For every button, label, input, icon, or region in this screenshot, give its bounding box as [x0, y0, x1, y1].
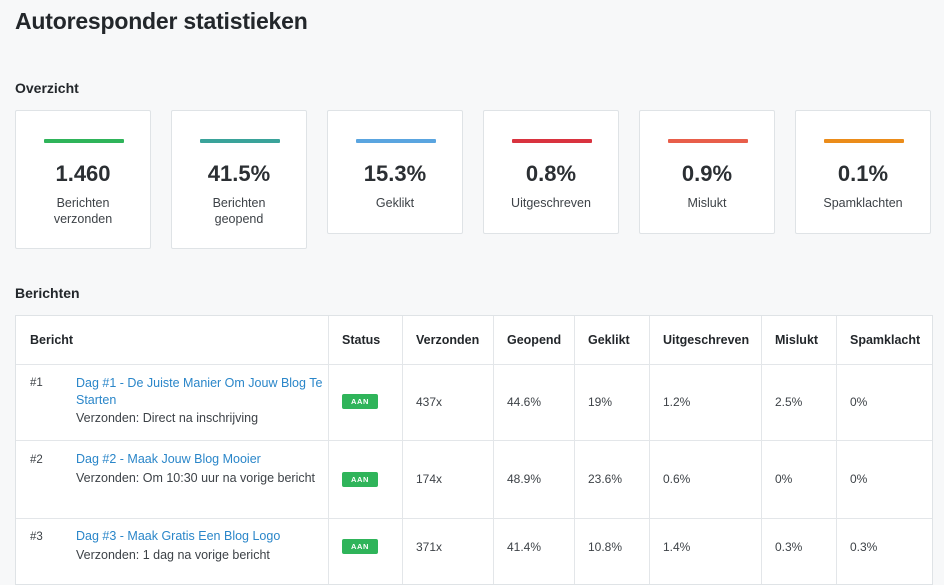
message-sent-when: Verzonden: Om 10:30 uur na vorige berich… [76, 471, 316, 485]
stat-label: Berichten verzonden [53, 196, 113, 226]
stat-value: 0.9% [681, 161, 733, 186]
stat-value: 0.8% [525, 161, 577, 186]
stat-color-bar [44, 139, 124, 143]
stat-value: 41.5% [207, 161, 271, 186]
column-divider [328, 316, 329, 584]
column-header-mislukt[interactable]: Mislukt [775, 333, 819, 347]
cell-verzonden: 174x [416, 472, 443, 486]
cell-spamklacht: 0% [850, 472, 868, 486]
stat-card-unsubscribed: 0.8% Uitgeschreven [483, 110, 619, 234]
page-title: Autoresponder statistieken [15, 8, 308, 34]
cell-geklikt: 19% [588, 395, 613, 409]
message-sent-when: Verzonden: Direct na inschrijving [76, 411, 259, 425]
cell-mislukt: 2.5% [775, 395, 803, 409]
stat-value: 1.460 [55, 161, 111, 186]
stat-label: Spamklachten [823, 196, 903, 210]
stat-color-bar [356, 139, 436, 143]
messages-section-title: Berichten [15, 285, 80, 301]
row-divider [16, 440, 932, 441]
column-header-geklikt[interactable]: Geklikt [588, 333, 630, 347]
column-header-status[interactable]: Status [342, 333, 381, 347]
column-divider [649, 316, 650, 584]
column-divider [836, 316, 837, 584]
row-number: #2 [30, 454, 43, 466]
message-title-link[interactable]: Dag #2 - Maak Jouw Blog Mooier [76, 452, 261, 466]
column-divider [402, 316, 403, 584]
messages-table: Bericht Status Verzonden Geopend Geklikt… [15, 315, 933, 585]
stat-color-bar [200, 139, 280, 143]
stat-card-failed: 0.9% Mislukt [639, 110, 775, 234]
message-sent-when: Verzonden: 1 dag na vorige bericht [76, 548, 270, 562]
status-badge[interactable]: AAN [342, 539, 378, 554]
row-number: #3 [30, 531, 43, 543]
status-badge[interactable]: AAN [342, 394, 378, 409]
cell-geklikt: 10.8% [588, 540, 623, 554]
cell-mislukt: 0.3% [775, 540, 803, 554]
row-number: #1 [30, 377, 43, 389]
cell-geklikt: 23.6% [588, 472, 623, 486]
stat-card-sent: 1.460 Berichten verzonden [15, 110, 151, 249]
overview-section-title: Overzicht [15, 80, 79, 96]
stat-card-spam: 0.1% Spamklachten [795, 110, 931, 234]
column-header-bericht[interactable]: Bericht [30, 333, 74, 347]
row-divider [16, 518, 932, 519]
cell-verzonden: 371x [416, 540, 443, 554]
stat-label: Berichten geopend [212, 196, 266, 226]
cell-geopend: 48.9% [507, 472, 542, 486]
stat-color-bar [512, 139, 592, 143]
stat-card-clicked: 15.3% Geklikt [327, 110, 463, 234]
row-divider [16, 364, 932, 365]
cell-spamklacht: 0% [850, 395, 868, 409]
stat-value: 15.3% [363, 161, 427, 186]
column-divider [761, 316, 762, 584]
stat-color-bar [824, 139, 904, 143]
status-badge[interactable]: AAN [342, 472, 378, 487]
cell-geopend: 41.4% [507, 540, 542, 554]
stat-value: 0.1% [837, 161, 889, 186]
message-title-link[interactable]: Dag #1 - De Juiste Manier Om Jouw Blog T… [76, 376, 323, 407]
stat-color-bar [668, 139, 748, 143]
stat-label: Geklikt [375, 196, 415, 210]
cell-geopend: 44.6% [507, 395, 542, 409]
column-divider [574, 316, 575, 584]
cell-verzonden: 437x [416, 395, 443, 409]
message-title-link[interactable]: Dag #3 - Maak Gratis Een Blog Logo [76, 529, 281, 543]
column-header-spamklacht[interactable]: Spamklacht [850, 333, 921, 347]
cell-uitgeschreven: 1.4% [663, 540, 691, 554]
column-header-verzonden[interactable]: Verzonden [416, 333, 480, 347]
stat-label: Mislukt [687, 196, 727, 210]
cell-uitgeschreven: 1.2% [663, 395, 691, 409]
cell-spamklacht: 0.3% [850, 540, 878, 554]
stat-card-opened: 41.5% Berichten geopend [171, 110, 307, 249]
cell-uitgeschreven: 0.6% [663, 472, 691, 486]
column-divider [493, 316, 494, 584]
stat-label: Uitgeschreven [511, 196, 591, 210]
column-header-geopend[interactable]: Geopend [507, 333, 562, 347]
column-header-uitgeschreven[interactable]: Uitgeschreven [663, 333, 750, 347]
cell-mislukt: 0% [775, 472, 793, 486]
